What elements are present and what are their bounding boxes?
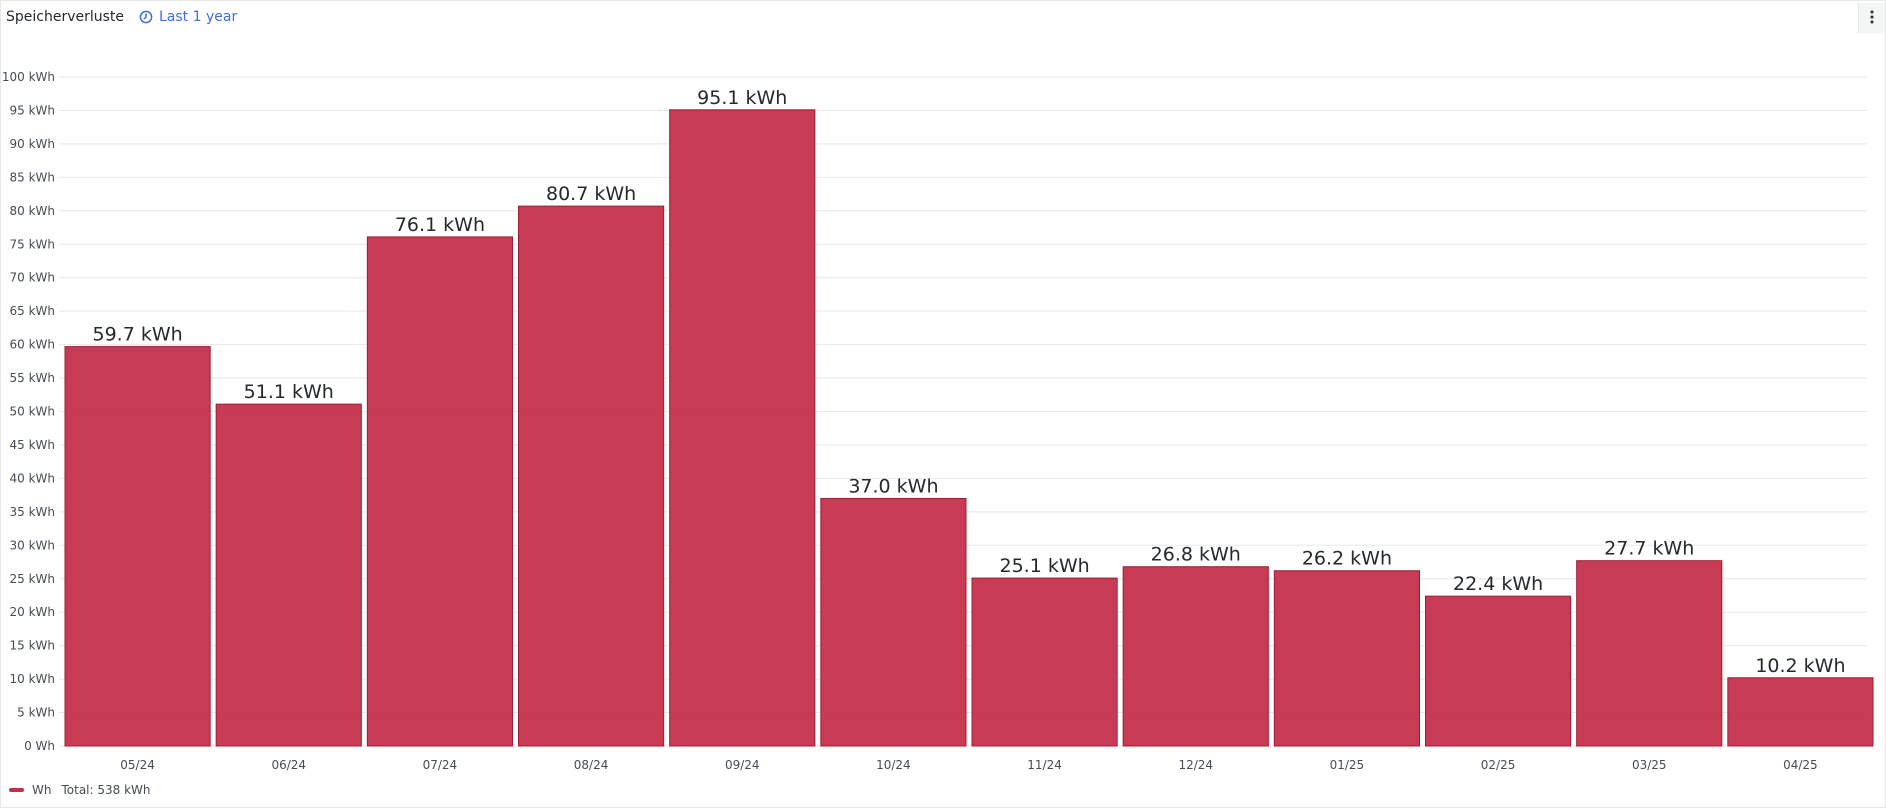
bar[interactable] [971,577,1118,747]
y-tick-label: 0 Wh [24,739,55,753]
x-tick-label: 02/25 [1481,758,1516,772]
x-tick-label: 12/24 [1178,758,1213,772]
y-tick-label: 15 kWh [9,639,55,653]
legend-total: Total: 538 kWh [61,783,151,797]
y-tick-label: 10 kWh [9,672,55,686]
legend-swatch [9,788,24,792]
bar-value-label: 80.7 kWh [546,183,636,205]
bar-value-label: 26.2 kWh [1302,548,1392,570]
y-tick-label: 80 kWh [9,204,55,218]
x-tick-label: 04/25 [1783,758,1818,772]
x-tick-label: 09/24 [725,758,760,772]
time-range-label: Last 1 year [159,9,238,25]
x-tick-label: 01/25 [1330,758,1365,772]
y-tick-label: 35 kWh [9,505,55,519]
bar-value-label: 76.1 kWh [395,214,485,236]
bar[interactable] [1425,595,1572,747]
bar[interactable] [820,497,967,747]
x-tick-label: 05/24 [120,758,155,772]
bar[interactable] [1576,560,1723,747]
bar-value-label: 37.0 kWh [848,475,938,497]
y-tick-label: 70 kWh [9,271,55,285]
bar[interactable] [64,346,211,747]
y-tick-label: 85 kWh [9,170,55,184]
bar[interactable] [215,403,362,747]
y-tick-label: 40 kWh [9,471,55,485]
bar[interactable] [1273,570,1421,747]
bar-value-label: 22.4 kWh [1453,573,1543,595]
y-tick-label: 75 kWh [9,237,55,251]
y-tick-label: 20 kWh [9,605,55,619]
y-tick-label: 45 kWh [9,438,55,452]
y-tick-label: 30 kWh [9,538,55,552]
bar[interactable] [669,109,816,747]
y-tick-label: 95 kWh [9,103,55,117]
x-tick-label: 07/24 [423,758,458,772]
y-tick-label: 65 kWh [9,304,55,318]
bar[interactable] [366,236,514,747]
x-tick-label: 08/24 [574,758,609,772]
bar-value-label: 95.1 kWh [697,87,787,109]
y-tick-label: 90 kWh [9,137,55,151]
x-tick-label: 06/24 [271,758,306,772]
y-tick-label: 55 kWh [9,371,55,385]
legend: Wh Total: 538 kWh [9,783,151,797]
y-tick-label: 5 kWh [17,706,55,720]
x-tick-label: 11/24 [1027,758,1062,772]
y-tick-label: 25 kWh [9,572,55,586]
bar-chart: 0 Wh 5 kWh 10 kWh 15 kWh 20 kWh 25 kWh 30 kWh 3… [2,70,1874,772]
time-range-button[interactable]: Last 1 year [139,9,237,25]
panel-menu-button[interactable] [1858,3,1885,33]
y-tick-label: 60 kWh [9,338,55,352]
y-tick-label: 100 kWh [2,70,55,84]
bar-value-label: 26.8 kWh [1151,544,1241,566]
bar-value-label: 10.2 kWh [1755,655,1845,677]
panel-header: Speicherverluste Last 1 year [1,1,1885,35]
clock-icon [139,10,153,24]
bar-value-label: 51.1 kWh [244,381,334,403]
bar-value-label: 25.1 kWh [999,555,1089,577]
kebab-menu-icon [1870,9,1874,28]
y-tick-label: 50 kWh [9,405,55,419]
bar[interactable] [518,205,665,747]
bar[interactable] [1727,677,1874,747]
bar-value-label: 27.7 kWh [1604,538,1694,560]
x-tick-label: 10/24 [876,758,911,772]
x-tick-label: 03/25 [1632,758,1667,772]
legend-series-name[interactable]: Wh [32,783,52,797]
bar-value-label: 59.7 kWh [92,324,182,346]
panel-title: Speicherverluste [6,9,125,25]
bar[interactable] [1122,566,1269,747]
